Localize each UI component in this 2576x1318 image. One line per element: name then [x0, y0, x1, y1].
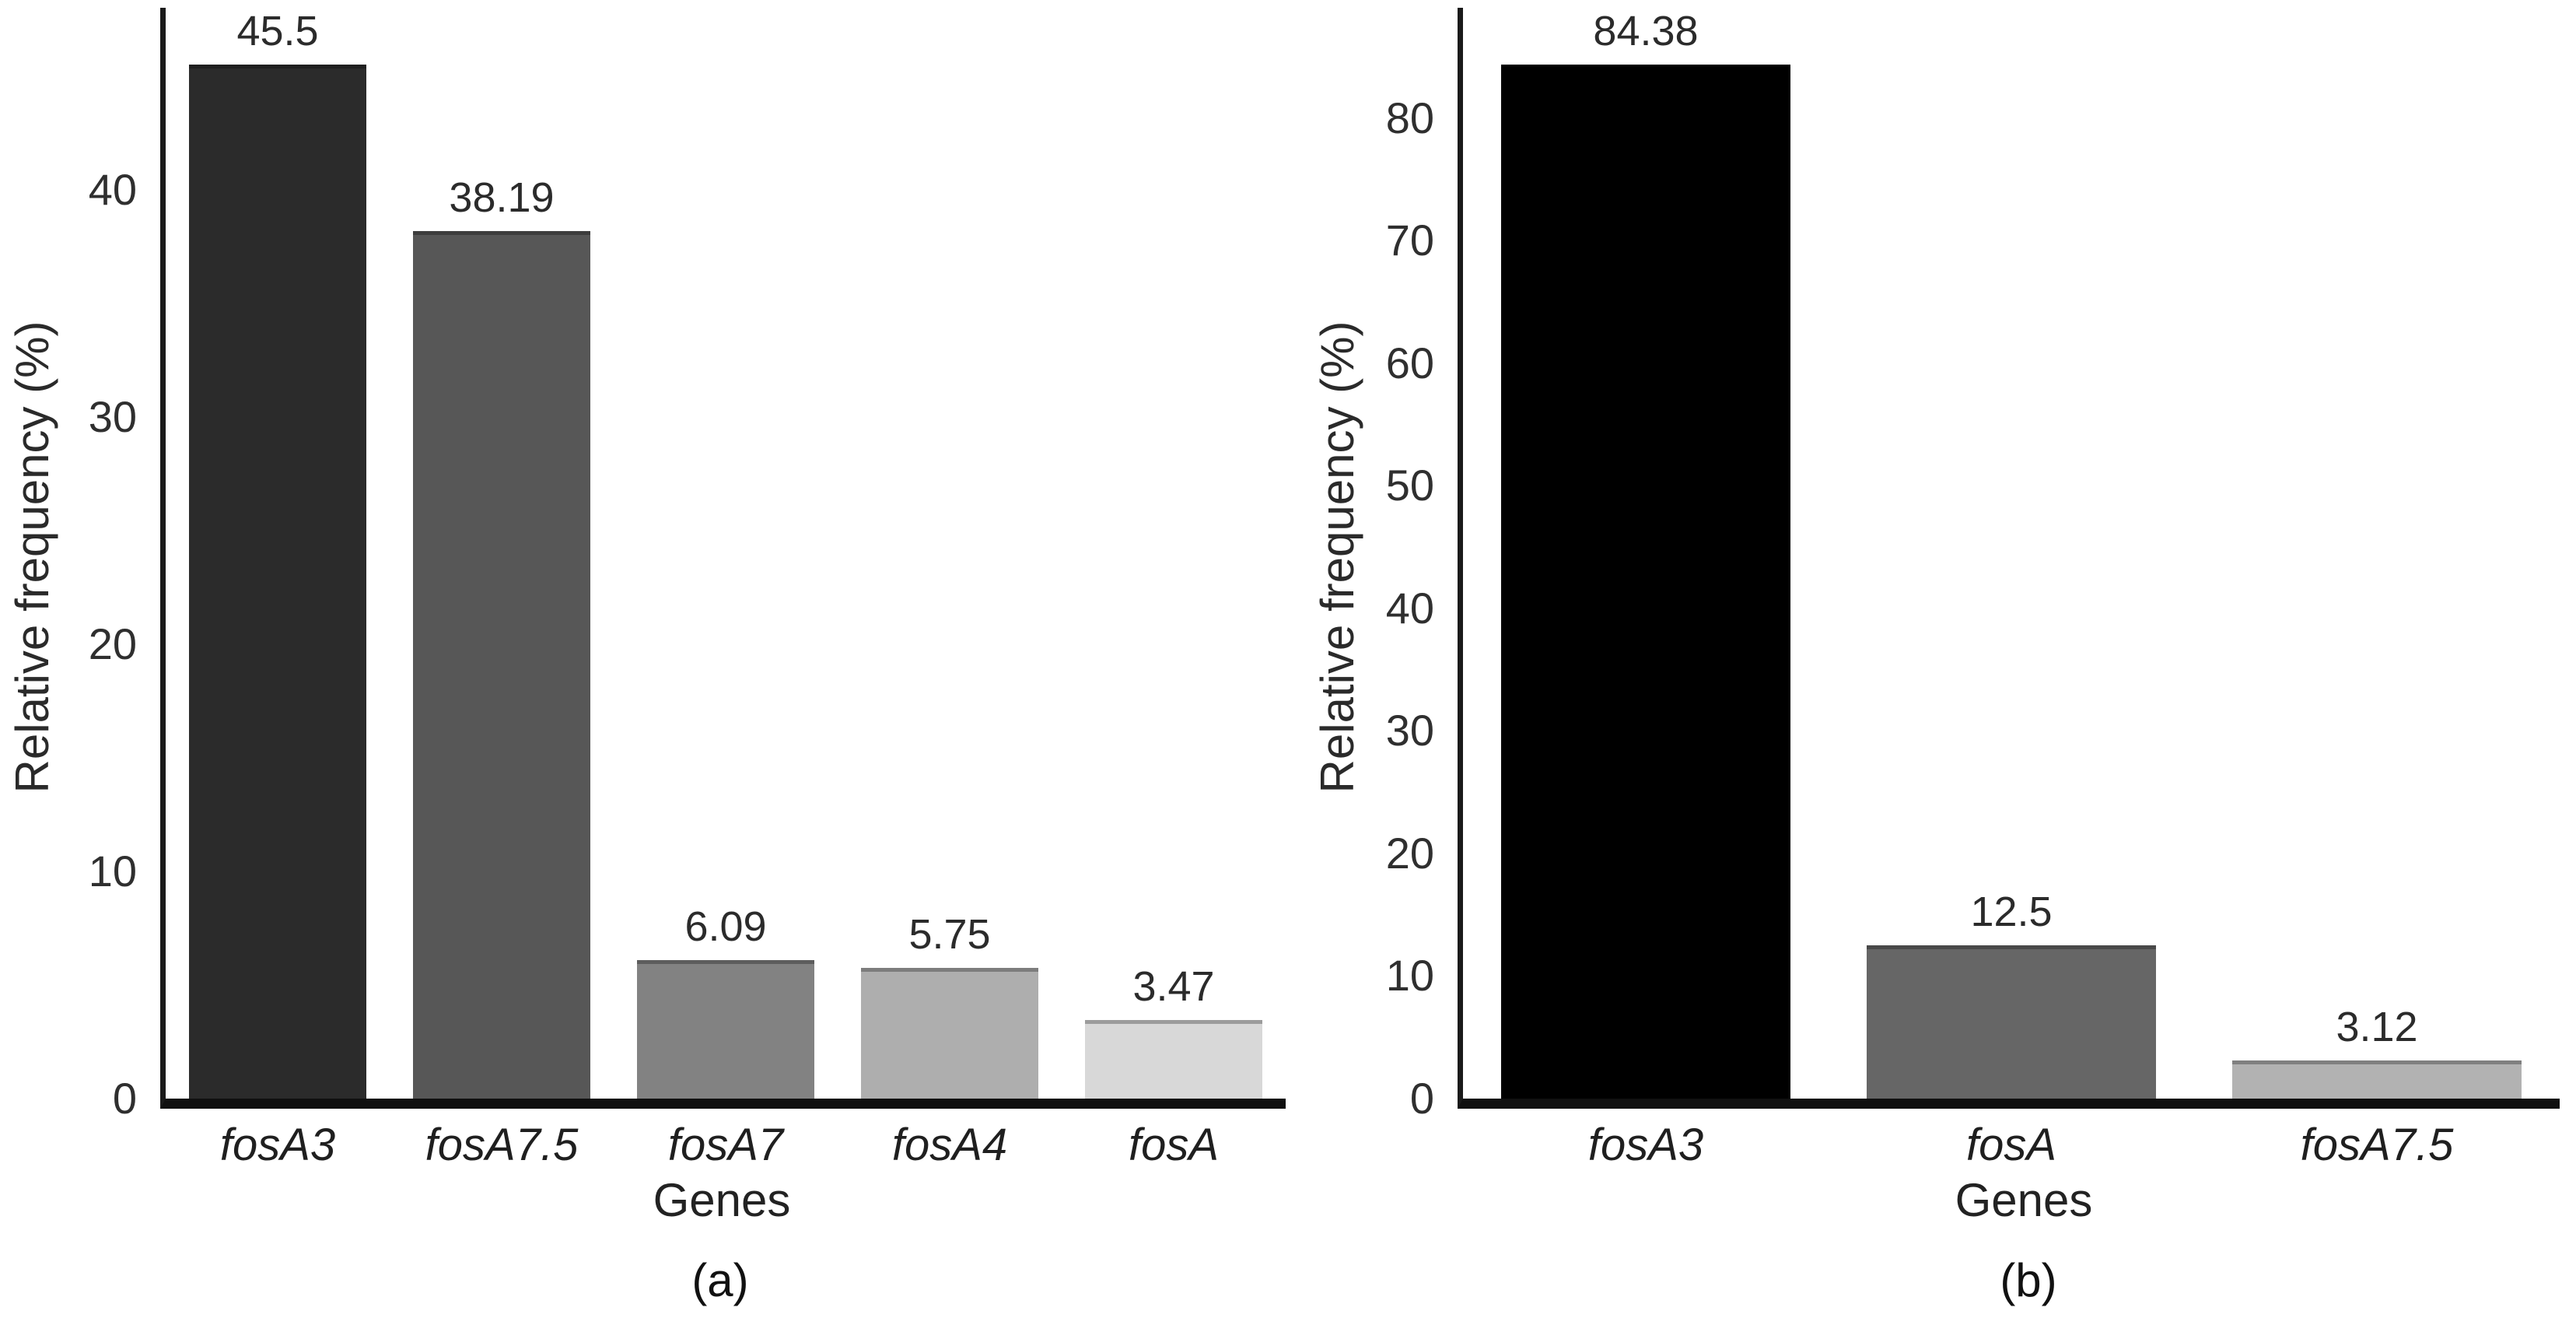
plot-area-panel-b: 0 10 20 30 40 50 60 70 80 84.38 fosA3 12.5 fosA 3.12 f… — [1386, 7, 2560, 1169]
y-axis-tick-20: 20 — [1385, 828, 1434, 878]
y-axis-tick-80: 80 — [1385, 93, 1434, 142]
y-axis-tick-50: 50 — [1385, 461, 1434, 510]
bar-fosA4 — [861, 968, 1038, 1099]
x-axis-title-panel-b: Genes — [1955, 1174, 2093, 1226]
x-axis-tick-fosA3: fosA3 — [219, 1120, 336, 1170]
y-axis-tick-10: 10 — [88, 846, 137, 896]
bar-fosA3 — [1501, 64, 1790, 1099]
x-axis-tick-fosA4: fosA4 — [891, 1120, 1008, 1170]
y-axis-tick-60: 60 — [1385, 338, 1434, 387]
bar-fosA3 — [189, 65, 366, 1099]
bar-value-label-fosA: 3.47 — [1132, 962, 1215, 1010]
bar-value-label-fosA7.5: 38.19 — [449, 174, 555, 221]
y-axis-title-panel-b: Relative frequency (%) — [1311, 321, 1363, 794]
panel-caption-a: (a) — [691, 1254, 749, 1306]
x-axis-tick-fosA7.5: fosA7.5 — [2300, 1120, 2454, 1170]
bar-value-label-fosA3: 84.38 — [1593, 7, 1699, 54]
x-axis-tick-fosA: fosA — [1128, 1120, 1220, 1170]
y-axis-tick-30: 30 — [1385, 706, 1434, 755]
y-axis-tick-20: 20 — [88, 619, 137, 668]
bar-fosA7 — [637, 960, 814, 1099]
bar-value-label-fosA7.5: 3.12 — [2336, 1003, 2418, 1050]
panel-caption-b: (b) — [2000, 1254, 2057, 1306]
y-axis-tick-10: 10 — [1385, 951, 1434, 1001]
y-axis-tick-70: 70 — [1385, 216, 1434, 265]
bar-value-label-fosA4: 5.75 — [908, 911, 991, 959]
x-axis-tick-fosA: fosA — [1965, 1120, 2057, 1170]
x-axis-tick-fosA7: fosA7 — [667, 1120, 784, 1170]
x-axis-title-panel-a: Genes — [653, 1174, 791, 1226]
y-axis-tick-0: 0 — [112, 1074, 137, 1123]
bar-value-label-fosA: 12.5 — [1970, 889, 2053, 936]
x-axis-tick-fosA7.5: fosA7.5 — [425, 1120, 579, 1170]
y-axis-tick-0: 0 — [1409, 1074, 1434, 1123]
bar-fosA7.5 — [2232, 1060, 2522, 1099]
x-axis-tick-fosA3: fosA3 — [1587, 1120, 1704, 1170]
y-axis-tick-40: 40 — [1385, 583, 1434, 633]
plot-area-panel-a: 0 10 20 30 40 45.5 fosA3 38.19 fosA7.5 6.09 fosA7 5… — [89, 8, 1286, 1169]
bar-fosA — [1085, 1019, 1262, 1099]
y-axis-title-panel-a: Relative frequency (%) — [6, 321, 58, 794]
y-axis-tick-30: 30 — [88, 391, 137, 441]
bar-fosA7.5 — [413, 230, 590, 1099]
y-axis-tick-40: 40 — [88, 164, 137, 214]
bar-fosA — [1867, 945, 2156, 1099]
bar-value-label-fosA7: 6.09 — [684, 903, 767, 951]
bar-value-label-fosA3: 45.5 — [236, 8, 319, 55]
